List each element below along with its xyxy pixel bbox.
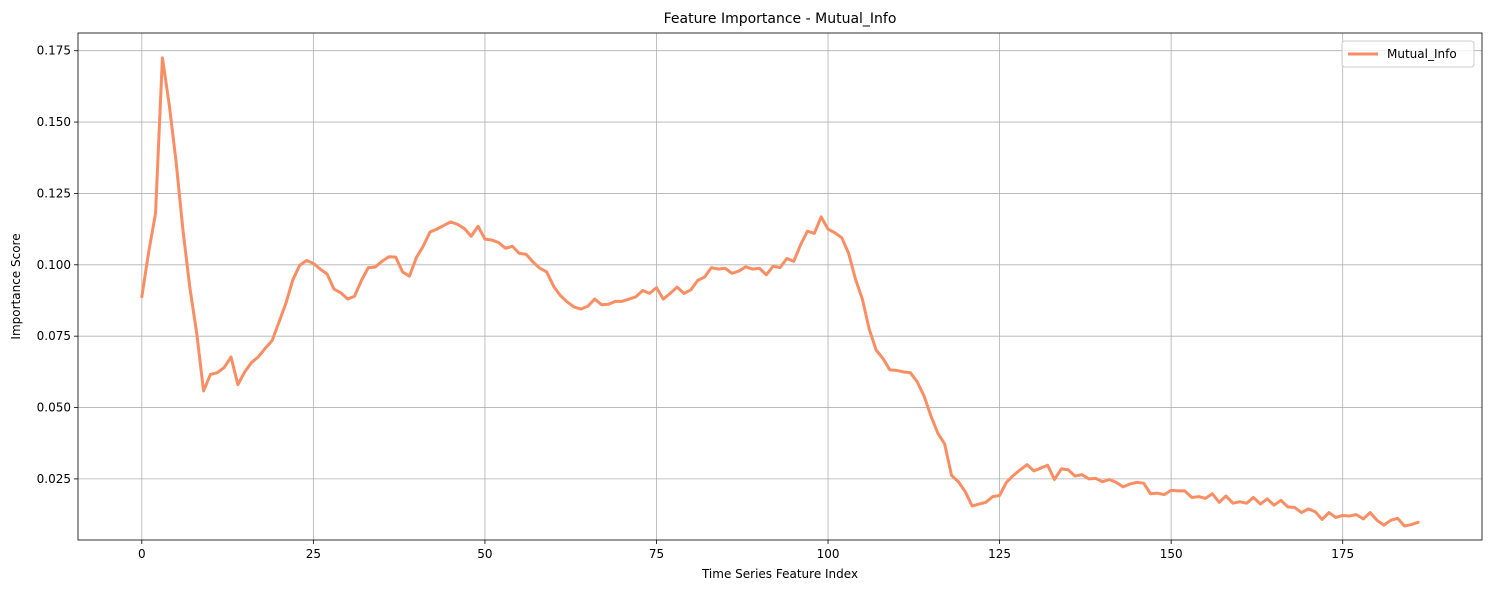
- x-tick-label: 100: [817, 547, 840, 561]
- y-axis-ticks: 0.025 0.050 0.075 0.100 0.125 0.150 0.175: [37, 44, 78, 486]
- x-tick-label: 75: [649, 547, 664, 561]
- y-tick-label: 0.100: [37, 258, 71, 272]
- x-tick-label: 0: [138, 547, 146, 561]
- y-tick-label: 0.150: [37, 115, 71, 129]
- legend-box: [1341, 40, 1475, 68]
- y-tick-label: 0.050: [37, 401, 71, 415]
- x-tick-label: 125: [988, 547, 1011, 561]
- x-tick-label: 25: [306, 547, 321, 561]
- x-tick-label: 175: [1331, 547, 1354, 561]
- legend: Mutual_Info: [1341, 40, 1475, 68]
- y-axis-title: Importance Score: [9, 233, 23, 339]
- grid-lines: [78, 33, 1482, 540]
- chart-title: Feature Importance - Mutual_Info: [664, 11, 897, 27]
- y-tick-label: 0.175: [37, 44, 71, 58]
- legend-label: Mutual_Info: [1387, 47, 1457, 61]
- x-axis-ticks: 0 25 50 75 100 125 150 175: [138, 540, 1354, 561]
- x-axis-title: Time Series Feature Index: [701, 567, 858, 581]
- y-tick-label: 0.125: [37, 186, 71, 200]
- x-tick-label: 150: [1160, 547, 1183, 561]
- plot-frame: [77, 32, 1483, 541]
- y-tick-label: 0.025: [37, 472, 71, 486]
- series-line: [140, 56, 1420, 528]
- x-tick-label: 50: [477, 547, 492, 561]
- y-tick-label: 0.075: [37, 329, 71, 343]
- series-layer: [140, 56, 1420, 528]
